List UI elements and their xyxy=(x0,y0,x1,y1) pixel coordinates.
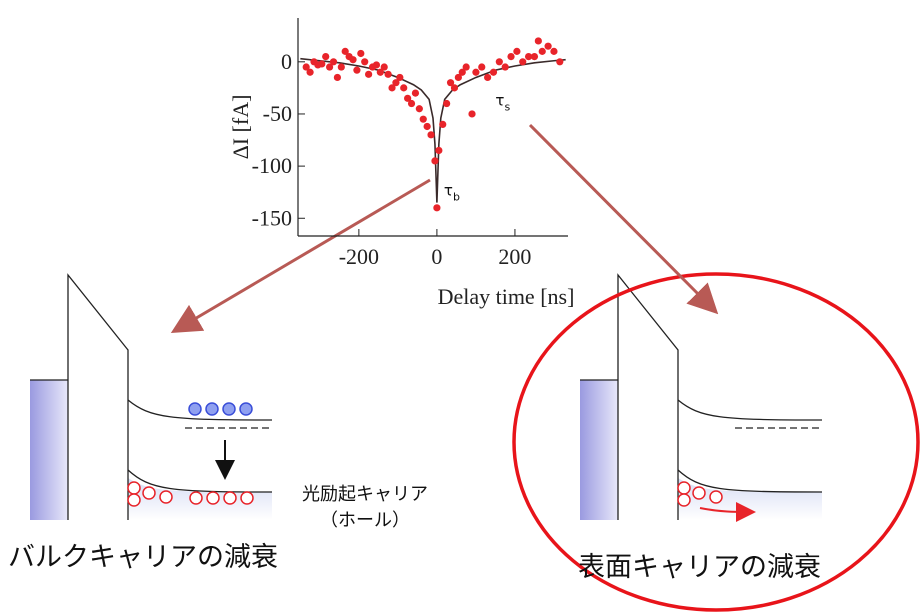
data-point xyxy=(361,58,368,65)
data-point xyxy=(385,71,392,78)
data-point xyxy=(484,74,491,81)
data-point xyxy=(545,43,552,50)
y-axis-label: ΔI [fA] xyxy=(228,95,253,160)
data-point xyxy=(496,58,503,65)
x-axis-label: Delay time [ns] xyxy=(438,284,575,309)
annotation-subscript: b xyxy=(453,190,460,203)
data-point xyxy=(365,71,372,78)
data-point xyxy=(381,63,388,70)
data-point xyxy=(451,84,458,91)
x-tick-label: 0 xyxy=(431,244,442,269)
data-point xyxy=(396,74,403,81)
data-point xyxy=(472,69,479,76)
x-tick-label: 200 xyxy=(498,244,531,269)
annotation-symbol: τ xyxy=(444,181,453,199)
data-point xyxy=(420,116,427,123)
y-tick-label: -100 xyxy=(252,153,292,178)
data-point xyxy=(550,48,557,55)
y-tick-label: -50 xyxy=(263,101,292,126)
data-point xyxy=(431,157,438,164)
data-point xyxy=(519,58,526,65)
data-point xyxy=(490,69,497,76)
fit-line xyxy=(300,59,565,203)
carrier-label: （ホール） xyxy=(320,510,410,531)
data-point xyxy=(513,48,520,55)
data-point xyxy=(427,131,434,138)
annotation: τb xyxy=(444,181,460,203)
data-point xyxy=(435,147,442,154)
data-point xyxy=(416,105,423,112)
data-point xyxy=(334,74,341,81)
data-point xyxy=(424,123,431,130)
caption: 表面キャリアの減衰 xyxy=(578,552,821,583)
annotation: τs xyxy=(495,92,510,114)
data-point xyxy=(443,100,450,107)
caption: バルクキャリアの減衰 xyxy=(8,542,278,573)
data-point xyxy=(306,69,313,76)
data-point xyxy=(468,110,475,117)
data-point xyxy=(439,121,446,128)
data-point xyxy=(318,60,325,67)
band-diagram-bulk xyxy=(30,275,272,520)
figure: 光励起キャリア （ホール） バルクキャリアの減衰 表面キャリアの減衰 Delay… xyxy=(0,0,920,614)
x-tick-label: -200 xyxy=(339,244,379,269)
annotation-subscript: s xyxy=(504,101,510,114)
data-point xyxy=(433,204,440,211)
arrow xyxy=(176,180,430,330)
data-point xyxy=(338,63,345,70)
band-diagram-surface xyxy=(580,275,822,520)
carrier-label: 光励起キャリア xyxy=(302,484,428,505)
data-point xyxy=(400,84,407,91)
y-tick-label: -150 xyxy=(252,205,292,230)
data-point xyxy=(535,37,542,44)
data-point xyxy=(408,100,415,107)
annotation-symbol: τ xyxy=(495,92,504,110)
data-point xyxy=(507,53,514,60)
data-point xyxy=(539,48,546,55)
data-point xyxy=(531,53,538,60)
data-point xyxy=(322,53,329,60)
data-point xyxy=(463,63,470,70)
data-point xyxy=(357,50,364,57)
data-point xyxy=(353,67,360,74)
data-point xyxy=(556,58,563,65)
data-point xyxy=(349,56,356,63)
data-point xyxy=(373,61,380,68)
data-point xyxy=(412,90,419,97)
data-point xyxy=(502,63,509,70)
y-tick-label: 0 xyxy=(281,49,292,74)
data-point xyxy=(330,58,337,65)
arrow xyxy=(530,125,714,310)
data-point xyxy=(478,63,485,70)
